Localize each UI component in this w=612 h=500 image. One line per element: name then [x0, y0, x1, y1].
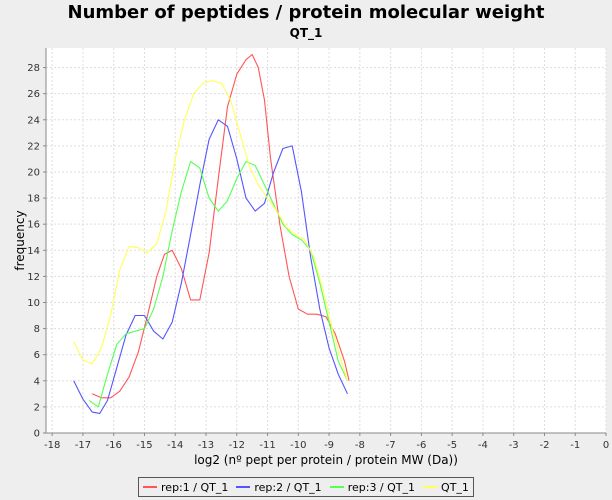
chart-title: Number of peptides / protein molecular w…	[67, 2, 545, 23]
x-tick-label: -16	[106, 440, 122, 451]
legend-swatch	[236, 486, 251, 488]
x-tick-label: -12	[229, 440, 245, 451]
y-tick-label: 22	[27, 141, 40, 152]
y-tick-label: 18	[27, 194, 40, 205]
x-tick-label: -6	[416, 440, 426, 451]
legend-label: rep:1 / QT_1	[161, 480, 229, 494]
x-tick-label: -13	[198, 440, 214, 451]
x-tick-label: -4	[478, 440, 488, 451]
chart-subtitle: QT_1	[289, 26, 323, 40]
legend-item-4: QT_1	[423, 481, 469, 494]
x-tick-label: -2	[539, 440, 549, 451]
x-tick-label: -10	[290, 440, 306, 451]
legend-label: rep:2 / QT_1	[254, 480, 322, 494]
x-tick-label: -17	[75, 440, 91, 451]
x-tick-label: -18	[44, 440, 60, 451]
y-tick-label: 20	[27, 167, 40, 178]
x-tick-label: -1	[570, 440, 580, 451]
legend-label: QT_1	[441, 480, 469, 494]
chart-svg: -18 -17 -16 -15 -14 -13 -12 -11 -10 -9 -8 -7 -6 -5 -4-…	[13, 48, 609, 467]
legend-swatch	[329, 486, 344, 488]
legend-item-3: rep:3 / QT_1	[329, 480, 416, 494]
x-tick-label: -8	[355, 440, 365, 451]
x-tick-label: -14	[167, 440, 183, 451]
plot-area	[46, 48, 606, 433]
x-axis-label: log2 (nº pept per protein / protein MW (…	[194, 453, 458, 467]
legend-item-2: rep:2 / QT_1	[236, 480, 322, 494]
series-line-4	[73, 80, 349, 381]
legend-item-1: rep:1 / QT_1	[143, 481, 228, 494]
legend-swatch	[143, 486, 158, 488]
y-tick-label: 24	[27, 115, 40, 126]
series-line-3	[88, 160, 348, 408]
x-tick-label: -11	[259, 440, 275, 451]
x-tick-label: -15	[136, 440, 152, 451]
y-tick-label: 12	[27, 272, 40, 283]
x-tick-label: -3	[509, 440, 519, 451]
chart-legend: rep:1 / QT_1 rep:2 / QT_1 rep:3 / QT_1 QT_1	[138, 477, 474, 497]
y-tick-label: 28	[27, 63, 40, 74]
y-tick-label: 16	[27, 220, 40, 231]
y-tick-label: 6	[34, 350, 40, 361]
y-axis-label: frequency	[13, 210, 27, 270]
y-tick-label: 2	[34, 402, 40, 413]
y-tick-label: 0	[34, 429, 40, 440]
x-tick-label: -9	[324, 440, 334, 451]
series-line-2	[73, 119, 348, 414]
x-tick-label: 0	[603, 440, 609, 451]
y-tick-label: 14	[27, 246, 40, 257]
y-tick-label: 10	[27, 298, 40, 309]
legend-label: rep:3 / QT_1	[347, 480, 416, 494]
x-tick-label: -5	[447, 440, 457, 451]
y-tick-label: 26	[27, 89, 40, 100]
x-tick-label: -7	[386, 440, 396, 451]
legend-swatch	[423, 486, 438, 488]
y-tick-label: 4	[34, 376, 40, 387]
y-tick-label: 8	[34, 324, 40, 335]
series-line-1	[91, 53, 350, 399]
